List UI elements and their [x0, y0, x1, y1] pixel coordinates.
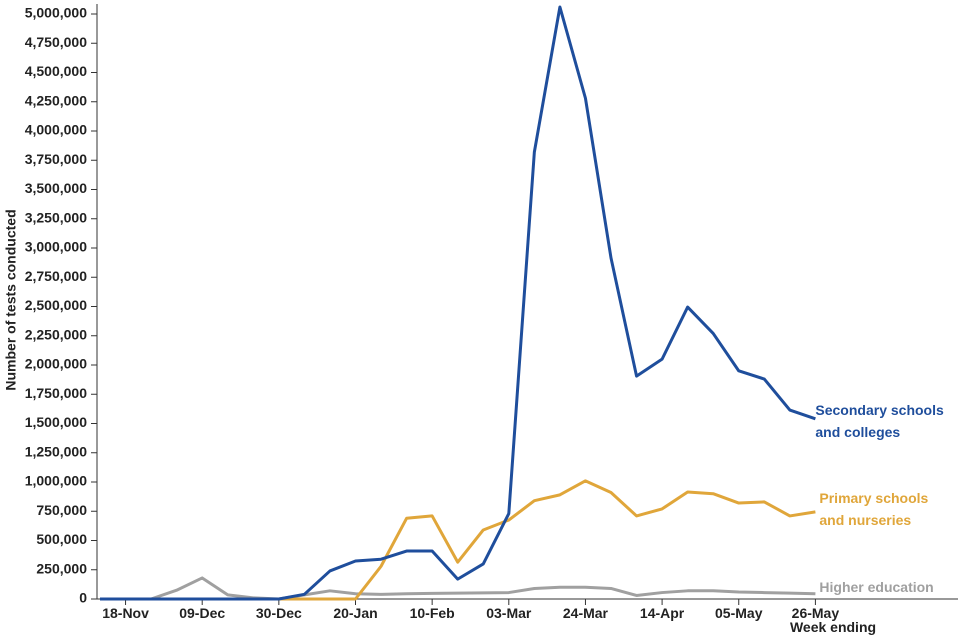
x-tick-label: 30-Dec: [256, 605, 302, 621]
y-tick-label: 1,500,000: [25, 414, 87, 430]
legend-label: Primary schools and nurseries: [819, 489, 929, 528]
y-tick-label: 2,250,000: [25, 326, 87, 342]
series-line: [100, 5, 816, 601]
y-tick-label: 2,750,000: [25, 268, 87, 284]
x-tick-label: 20-Jan: [333, 605, 377, 621]
x-tick-label: 26-May: [792, 605, 840, 621]
x-tick-label: 14-Apr: [640, 605, 685, 621]
x-tick-label: 24-Mar: [563, 605, 609, 621]
x-tick-label: 18-Nov: [102, 605, 149, 621]
y-tick-label: 5,000,000: [25, 5, 87, 21]
y-tick-label: 4,250,000: [25, 92, 87, 108]
y-tick-label: 0: [79, 590, 87, 606]
y-tick-label: 4,500,000: [25, 63, 87, 79]
y-tick-label: 3,500,000: [25, 180, 87, 196]
series-line: [100, 576, 816, 601]
y-tick-label: 3,000,000: [25, 239, 87, 255]
y-tick-label: 1,750,000: [25, 385, 87, 401]
y-tick-label: 3,750,000: [25, 151, 87, 167]
y-tick-label: 1,250,000: [25, 443, 87, 459]
y-tick-label: 250,000: [36, 560, 87, 576]
y-tick-label: 500,000: [36, 531, 87, 547]
x-tick-label: 09-Dec: [179, 605, 225, 621]
x-tick-label: 03-Mar: [486, 605, 532, 621]
y-tick-label: 3,250,000: [25, 209, 87, 225]
x-tick-label: 05-May: [715, 605, 763, 621]
legend-label: Secondary schools and colleges: [815, 401, 944, 440]
y-tick-label: 2,500,000: [25, 297, 87, 313]
y-axis-label: Number of tests conducted: [3, 209, 19, 390]
y-tick-label: 4,000,000: [25, 122, 87, 138]
y-tick-label: 4,750,000: [25, 34, 87, 50]
y-tick-label: 2,000,000: [25, 356, 87, 372]
x-axis-label: Week ending: [790, 619, 876, 635]
y-tick-label: 1,000,000: [25, 473, 87, 489]
x-tick-label: 10-Feb: [410, 605, 455, 621]
legend-label: Higher education: [819, 578, 934, 595]
y-tick-label: 750,000: [36, 502, 87, 518]
